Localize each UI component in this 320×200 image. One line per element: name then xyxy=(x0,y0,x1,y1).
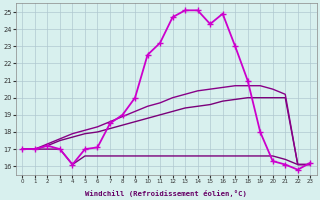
X-axis label: Windchill (Refroidissement éolien,°C): Windchill (Refroidissement éolien,°C) xyxy=(85,190,247,197)
